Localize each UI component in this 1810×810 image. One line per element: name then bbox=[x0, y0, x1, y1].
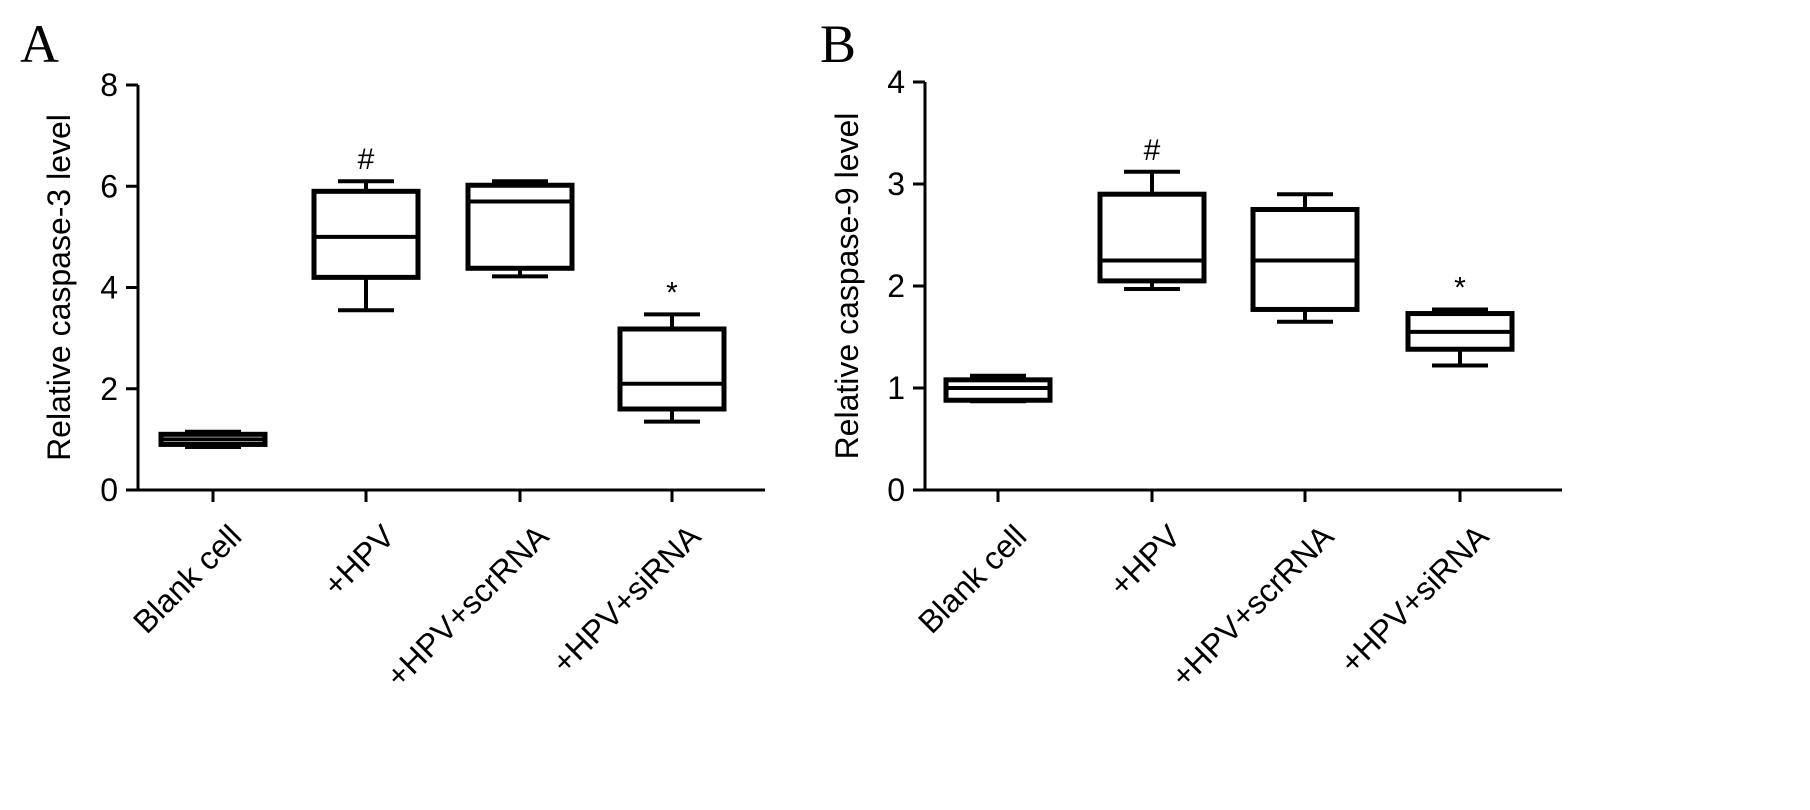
box-plot: # bbox=[311, 143, 421, 313]
box-plot: # bbox=[1097, 134, 1207, 292]
y-tick-label: 4 bbox=[100, 270, 118, 306]
box-plot bbox=[465, 179, 575, 279]
box-plot bbox=[943, 373, 1053, 404]
x-category-label: +HPV bbox=[1102, 517, 1188, 603]
y-axis-label: Relative caspase-9 level bbox=[829, 113, 865, 460]
x-category-label: +HPV bbox=[316, 517, 402, 603]
y-tick-label: 0 bbox=[100, 472, 118, 508]
y-tick-label: 6 bbox=[100, 168, 118, 204]
panel-letter: B bbox=[820, 14, 856, 74]
x-category-label: +HPV+siRNA bbox=[545, 517, 708, 680]
x-category-label: +HPV+scrRNA bbox=[379, 517, 556, 694]
significance-marker: * bbox=[1454, 271, 1466, 304]
y-tick-label: 3 bbox=[887, 166, 905, 202]
iqr-box bbox=[311, 188, 421, 280]
iqr-box bbox=[465, 182, 575, 271]
x-category-label: +HPV+siRNA bbox=[1333, 517, 1496, 680]
box-plot bbox=[158, 429, 268, 449]
panel-a: A 0 2 4 6 8 Relative caspase-3 level Blank cell… bbox=[20, 14, 765, 694]
x-category-label: Blank cell bbox=[911, 518, 1033, 640]
box-plot bbox=[1250, 192, 1360, 324]
panel-b: B 0 1 2 3 4 Relative caspase-9 level Blank cell… bbox=[820, 14, 1562, 694]
iqr-box bbox=[1097, 191, 1207, 284]
x-category-label: Blank cell bbox=[126, 518, 248, 640]
iqr-box bbox=[617, 326, 727, 412]
significance-marker: * bbox=[666, 276, 678, 309]
y-tick-label: 4 bbox=[887, 64, 905, 100]
box-plot: * bbox=[1405, 271, 1515, 368]
y-tick-label: 2 bbox=[887, 268, 905, 304]
y-tick-label: 2 bbox=[100, 371, 118, 407]
y-axis-label: Relative caspase-3 level bbox=[41, 114, 77, 461]
y-tick-label: 0 bbox=[887, 472, 905, 508]
y-tick-label: 1 bbox=[887, 370, 905, 406]
x-category-label: +HPV+scrRNA bbox=[1164, 517, 1341, 694]
significance-marker: # bbox=[1144, 134, 1161, 167]
iqr-box bbox=[943, 377, 1053, 403]
y-tick-label: 8 bbox=[100, 67, 118, 103]
significance-marker: # bbox=[358, 143, 375, 176]
box-plot: * bbox=[617, 276, 727, 424]
panel-letter: A bbox=[20, 14, 59, 74]
